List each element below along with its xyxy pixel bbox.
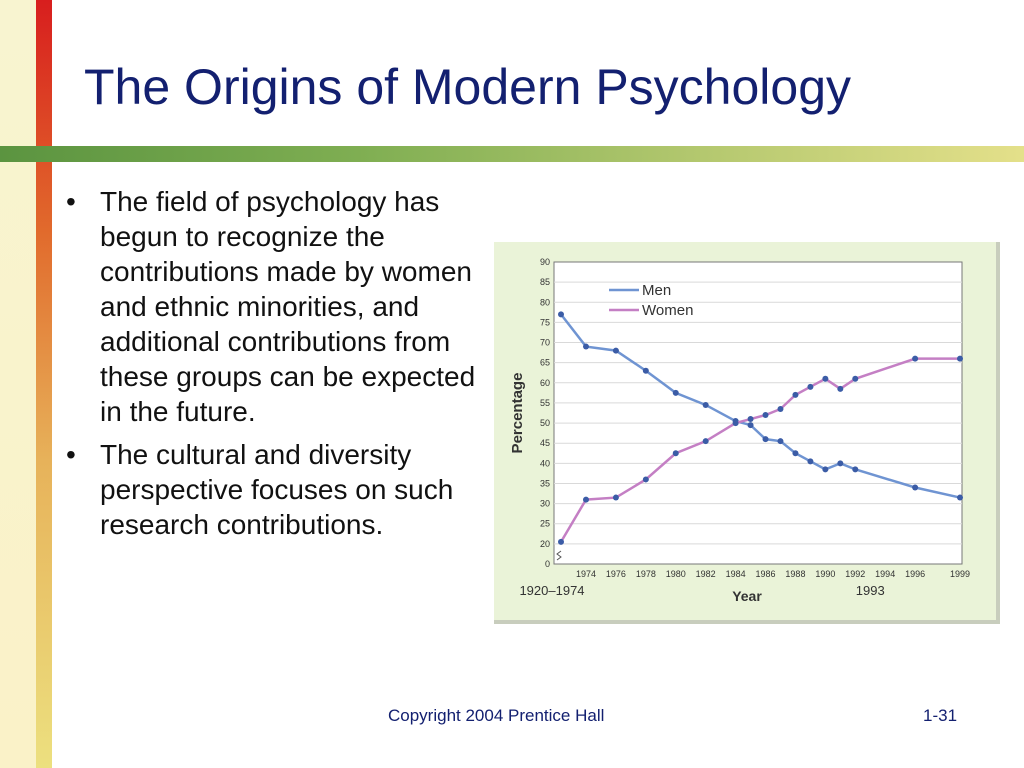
data-point-men bbox=[957, 494, 963, 501]
legend-label: Men bbox=[642, 282, 671, 299]
bullet-glyph: • bbox=[66, 439, 76, 470]
x-tick-label: 1988 bbox=[785, 569, 805, 579]
data-point-men bbox=[792, 450, 799, 457]
bullet-item: • The cultural and diversity perspective… bbox=[66, 437, 496, 542]
data-point-women bbox=[807, 383, 814, 390]
x-tick-label: 1974 bbox=[576, 569, 596, 579]
plot-area bbox=[553, 261, 963, 565]
footer-page-number: 1-31 bbox=[923, 706, 958, 725]
data-point-women bbox=[612, 494, 619, 501]
left-decor-bar bbox=[0, 0, 36, 768]
data-point-men bbox=[777, 438, 784, 445]
data-point-women bbox=[837, 385, 844, 392]
data-point-men bbox=[837, 460, 844, 467]
y-tick-label: 65 bbox=[540, 358, 550, 368]
x-tick-label: 1980 bbox=[666, 569, 686, 579]
x-tick-label: 1996 bbox=[905, 569, 925, 579]
data-point-men bbox=[747, 422, 754, 429]
data-point-women bbox=[747, 416, 754, 423]
x-range-label: 1993 bbox=[856, 583, 885, 598]
data-point-men bbox=[852, 466, 859, 473]
title-divider-bar bbox=[0, 146, 1024, 162]
data-point-women bbox=[957, 355, 963, 362]
data-point-women bbox=[912, 355, 919, 362]
y-tick-label: 0 bbox=[545, 559, 550, 569]
x-axis-title: Year bbox=[732, 588, 762, 604]
x-tick-label: 1984 bbox=[726, 569, 746, 579]
chart-card: 0 20 25 30 35 40 45 50 55 60 65 70 75 80 85 90 1974 1976 1… bbox=[494, 242, 1000, 624]
data-point-women bbox=[672, 450, 679, 457]
data-point-women bbox=[583, 496, 589, 503]
y-tick-label: 80 bbox=[540, 297, 550, 307]
data-point-women bbox=[558, 538, 564, 545]
data-point-men bbox=[762, 436, 769, 443]
y-tick-label: 40 bbox=[540, 458, 550, 468]
x-range-label: 1920–1974 bbox=[519, 583, 584, 598]
bullet-item: • The field of psychology has begun to r… bbox=[66, 184, 496, 429]
data-point-women bbox=[702, 438, 709, 445]
data-point-women bbox=[822, 375, 829, 382]
data-point-women bbox=[792, 391, 799, 398]
x-tick-label: 1982 bbox=[696, 569, 716, 579]
line-chart: 0 20 25 30 35 40 45 50 55 60 65 70 75 80 85 90 1974 1976 1… bbox=[509, 257, 970, 604]
data-point-men bbox=[807, 458, 814, 465]
y-tick-label: 60 bbox=[540, 378, 550, 388]
y-tick-label: 75 bbox=[540, 317, 550, 327]
data-point-men bbox=[912, 484, 919, 491]
x-tick-label: 1990 bbox=[815, 569, 835, 579]
y-tick-label: 85 bbox=[540, 277, 550, 287]
x-tick-label: 1986 bbox=[756, 569, 776, 579]
axis-break-icon bbox=[556, 550, 562, 561]
y-tick-label: 25 bbox=[540, 519, 550, 529]
x-tick-label: 1976 bbox=[606, 569, 626, 579]
data-point-men bbox=[702, 401, 709, 408]
bullet-text: The cultural and diversity perspective f… bbox=[100, 439, 454, 540]
bullet-glyph: • bbox=[66, 186, 76, 217]
data-point-women bbox=[852, 375, 859, 382]
data-point-men bbox=[822, 466, 829, 473]
data-point-women bbox=[762, 412, 769, 419]
x-tick-label: 1992 bbox=[845, 569, 865, 579]
y-tick-label: 90 bbox=[540, 257, 550, 267]
data-point-women bbox=[732, 420, 739, 427]
legend-label: Women bbox=[642, 302, 693, 319]
left-accent-bar bbox=[36, 0, 52, 768]
y-tick-label: 70 bbox=[540, 338, 550, 348]
y-axis-title: Percentage bbox=[509, 373, 526, 454]
data-point-men bbox=[612, 347, 619, 354]
y-tick-label: 45 bbox=[540, 438, 550, 448]
data-point-men bbox=[642, 367, 649, 374]
bullet-text: The field of psychology has begun to rec… bbox=[100, 186, 476, 427]
y-tick-label: 30 bbox=[540, 499, 550, 509]
footer-copyright: Copyright 2004 Prentice Hall bbox=[388, 706, 605, 725]
x-tick-label: 1994 bbox=[875, 569, 895, 579]
data-point-men bbox=[583, 343, 589, 350]
data-point-women bbox=[642, 476, 649, 483]
slide-title: The Origins of Modern Psychology bbox=[84, 59, 852, 115]
data-point-women bbox=[777, 405, 784, 412]
data-point-men bbox=[672, 389, 679, 396]
x-tick-label: 1978 bbox=[636, 569, 656, 579]
y-tick-label: 20 bbox=[540, 539, 550, 549]
data-point-men bbox=[558, 311, 564, 318]
y-tick-label: 55 bbox=[540, 398, 550, 408]
y-tick-label: 50 bbox=[540, 418, 550, 428]
bullet-list: • The field of psychology has begun to r… bbox=[66, 184, 496, 550]
y-tick-label: 35 bbox=[540, 478, 550, 488]
x-tick-label: 1999 bbox=[950, 569, 970, 579]
